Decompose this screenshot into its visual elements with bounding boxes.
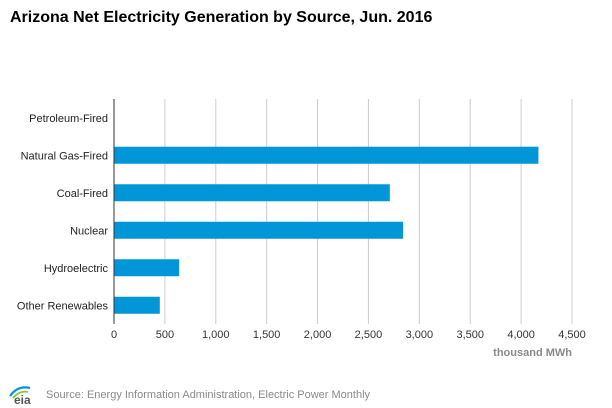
footer: eia Source: Energy Information Administr… — [8, 384, 370, 406]
x-tick-label: 0 — [111, 329, 117, 341]
x-tick-label: 4,500 — [558, 329, 586, 341]
eia-logo-icon: eia — [9, 386, 31, 406]
x-tick-label: 1,500 — [253, 329, 281, 341]
bar — [114, 146, 539, 164]
svg-text:eia: eia — [14, 393, 31, 406]
x-tick-label: 500 — [156, 329, 174, 341]
x-tick-label: 2,500 — [355, 329, 383, 341]
x-axis-label: thousand MWh — [493, 347, 572, 359]
bars — [114, 109, 539, 314]
x-tick-label: 1,000 — [202, 329, 230, 341]
gridlines — [164, 99, 573, 324]
category-label: Hydroelectric — [44, 263, 109, 275]
category-label: Other Renewables — [17, 300, 109, 312]
bar — [114, 184, 390, 202]
category-label: Natural Gas-Fired — [21, 150, 108, 162]
source-note: Source: Energy Information Administratio… — [46, 389, 371, 401]
bar — [114, 221, 404, 239]
x-tick-labels: 0 500 1,000 1,500 2,000 2,500 3,000 3,500 4,000 4… — [111, 329, 586, 341]
x-tick-label: 3,500 — [456, 329, 484, 341]
category-label: Petroleum-Fired — [29, 113, 108, 125]
x-tick-label: 4,000 — [507, 329, 535, 341]
bar — [114, 259, 180, 277]
bar-chart: Petroleum-Fired Natural Gas-Fired Coal-Fir… — [17, 99, 586, 359]
bar — [114, 296, 160, 314]
x-tick-label: 3,000 — [406, 329, 434, 341]
category-label: Coal-Fired — [57, 188, 108, 200]
chart-title: Arizona Net Electricity Generation by So… — [10, 9, 433, 26]
category-labels: Petroleum-Fired Natural Gas-Fired Coal-Fir… — [17, 113, 109, 313]
category-label: Nuclear — [70, 225, 108, 237]
x-tick-label: 2,000 — [304, 329, 332, 341]
